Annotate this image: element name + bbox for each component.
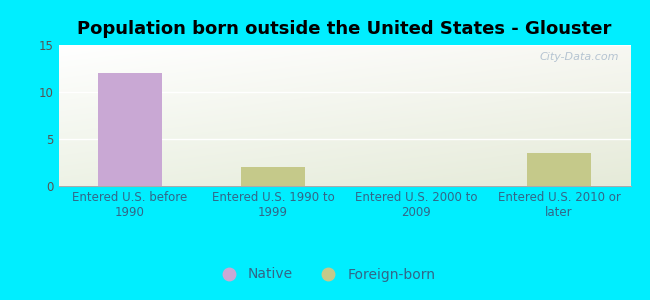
- Text: City-Data.com: City-Data.com: [540, 52, 619, 62]
- Bar: [240, 167, 306, 186]
- Bar: [98, 73, 162, 186]
- Legend: Native, Foreign-born: Native, Foreign-born: [209, 262, 441, 287]
- Title: Population born outside the United States - Glouster: Population born outside the United State…: [77, 20, 612, 38]
- Bar: [527, 153, 592, 186]
